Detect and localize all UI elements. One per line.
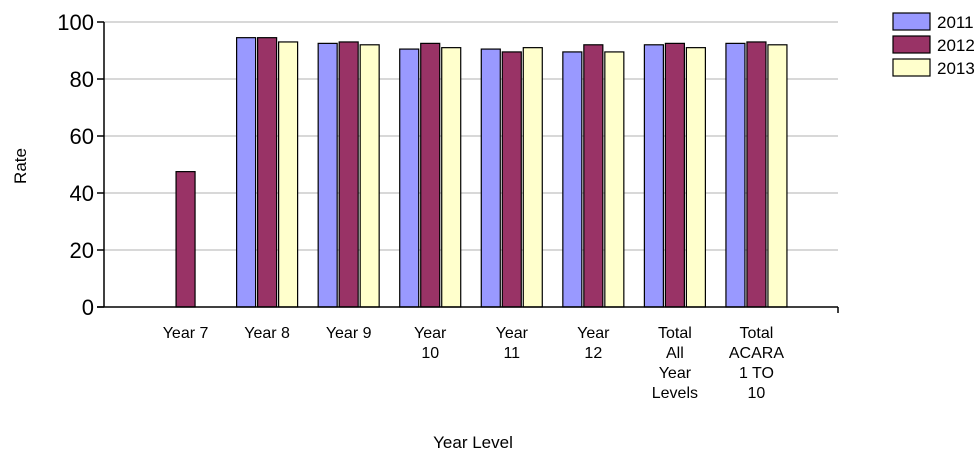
x-tick-label: ACARA	[729, 345, 784, 362]
x-tick-label: 1 TO	[739, 365, 774, 382]
x-tick-label: 12	[584, 345, 602, 362]
y-tick-label: 60	[70, 124, 94, 149]
bar-2011	[317, 42, 338, 308]
legend-swatch-2012	[892, 35, 931, 54]
x-tick-label: Total	[740, 325, 774, 342]
bar-2011	[725, 42, 746, 308]
bar-2013	[685, 47, 706, 308]
bar-2011	[643, 44, 664, 308]
bar-2012	[257, 37, 278, 308]
x-tick-label: All	[666, 345, 684, 362]
legend-label: 2012	[937, 36, 975, 55]
x-tick-label: 11	[503, 345, 520, 362]
bar-2013	[441, 47, 462, 308]
bar-2012	[746, 41, 767, 308]
bar-2011	[236, 37, 257, 308]
bar-2013	[359, 44, 380, 308]
x-tick-label: 10	[748, 385, 766, 402]
bars	[175, 37, 788, 308]
y-tick-label: 80	[70, 67, 94, 92]
x-tick-label: Total	[658, 325, 692, 342]
x-tick-label: 10	[421, 345, 439, 362]
x-tick-labels: Year 7 Year 8 Year 9 Year 10 Year 11 Year 12 Tota…	[163, 325, 785, 402]
legend-label: 2011	[937, 13, 974, 32]
bar-2011	[399, 48, 420, 308]
bar-2013	[604, 51, 625, 308]
bar-2012	[501, 51, 522, 308]
bar-2012	[664, 42, 685, 308]
legend-label: 2013	[937, 59, 975, 78]
x-tick-label: Year 8	[244, 325, 290, 342]
axes	[97, 21, 839, 313]
bar-2013	[278, 41, 299, 308]
y-tick-label: 40	[70, 181, 94, 206]
gridlines	[104, 21, 838, 251]
x-tick-label: Year	[659, 365, 692, 382]
legend-swatch-2011	[892, 12, 931, 31]
bar-2013	[522, 47, 543, 308]
x-tick-label: Year	[496, 325, 529, 342]
bar-2012	[338, 41, 359, 308]
bar-2012	[583, 44, 604, 308]
x-tick-label: Year	[414, 325, 447, 342]
y-tick-label: 0	[82, 295, 94, 320]
bar-2011	[562, 51, 583, 308]
y-tick-label: 100	[57, 10, 94, 35]
bar-2012	[420, 42, 441, 308]
bar-2012	[175, 171, 196, 308]
x-axis-title: Year Level	[433, 433, 513, 452]
y-axis-title: Rate	[11, 148, 30, 184]
x-tick-label: Year	[577, 325, 610, 342]
bar-2011	[480, 48, 501, 308]
bar-2013	[767, 44, 788, 308]
x-tick-label: Levels	[652, 385, 698, 402]
legend-swatch-2013	[892, 58, 931, 77]
x-tick-label: Year 7	[163, 325, 209, 342]
y-tick-labels: 0 20 40 60 80 100	[57, 10, 94, 320]
x-tick-label: Year 9	[326, 325, 372, 342]
y-tick-label: 20	[70, 238, 94, 263]
legend: 2011 2012 2013	[892, 12, 975, 78]
